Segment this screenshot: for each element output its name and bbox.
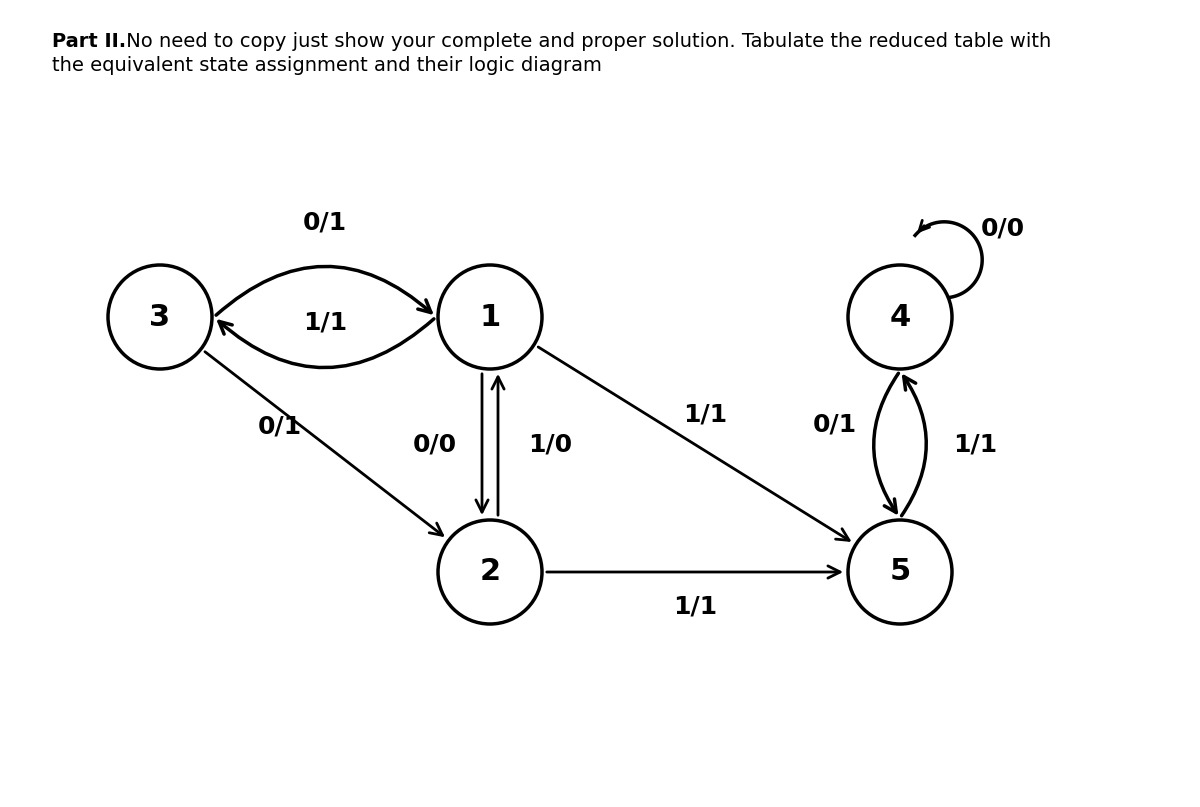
Text: 1: 1 (479, 303, 500, 332)
Text: 0/1: 0/1 (812, 412, 857, 437)
Text: 1/1: 1/1 (683, 403, 727, 427)
Text: the equivalent state assignment and their logic diagram: the equivalent state assignment and thei… (52, 56, 602, 75)
Text: 0/0: 0/0 (982, 217, 1025, 241)
Text: 5: 5 (889, 558, 911, 587)
Text: 1/1: 1/1 (673, 595, 718, 619)
Circle shape (438, 265, 542, 369)
Circle shape (438, 520, 542, 624)
Circle shape (848, 265, 952, 369)
Text: 0/1: 0/1 (302, 210, 347, 234)
Circle shape (848, 520, 952, 624)
Text: 1/0: 1/0 (528, 433, 572, 457)
Text: 4: 4 (889, 303, 911, 332)
Text: 2: 2 (480, 558, 500, 587)
Text: 1/1: 1/1 (953, 433, 997, 457)
Circle shape (108, 265, 212, 369)
Text: 3: 3 (150, 303, 170, 332)
Text: No need to copy just show your complete and proper solution. Tabulate the reduce: No need to copy just show your complete … (120, 32, 1051, 51)
Text: 1/1: 1/1 (302, 310, 347, 334)
Text: Part II.: Part II. (52, 32, 126, 51)
Text: 0/1: 0/1 (258, 415, 302, 439)
Text: 0/0: 0/0 (413, 433, 457, 457)
